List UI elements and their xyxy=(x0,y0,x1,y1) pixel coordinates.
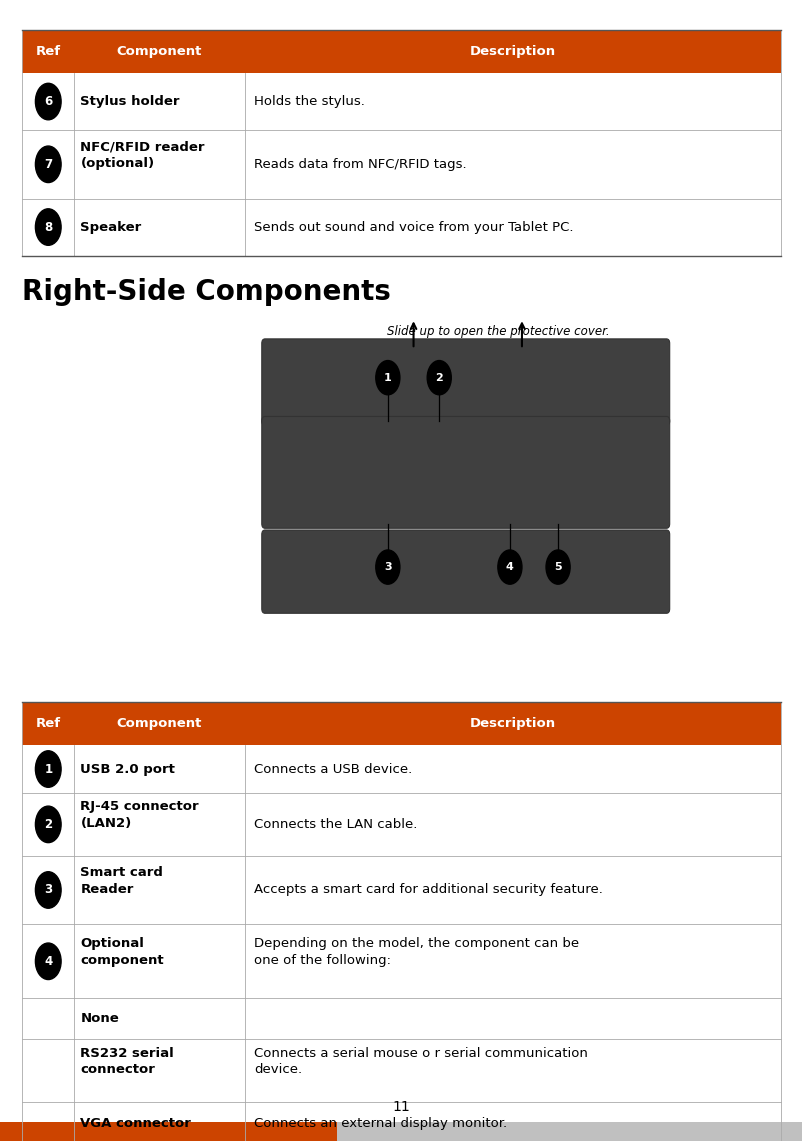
Text: RJ-45 connector
(LAN2): RJ-45 connector (LAN2) xyxy=(80,801,199,830)
Text: 1: 1 xyxy=(383,373,391,382)
Bar xyxy=(0,1122,337,1141)
Text: Stylus holder: Stylus holder xyxy=(80,95,180,108)
Circle shape xyxy=(35,872,61,908)
Text: RS232 serial
connector: RS232 serial connector xyxy=(80,1047,174,1076)
Text: 8: 8 xyxy=(44,220,52,234)
Circle shape xyxy=(35,751,61,787)
Bar xyxy=(22,793,780,856)
Text: Holds the stylus.: Holds the stylus. xyxy=(254,95,365,108)
Text: Description: Description xyxy=(469,44,555,58)
Text: Connects a USB device.: Connects a USB device. xyxy=(254,762,412,776)
Text: 4: 4 xyxy=(44,955,52,968)
Text: 3: 3 xyxy=(383,563,391,572)
Text: Ref: Ref xyxy=(35,44,61,58)
Bar xyxy=(22,998,780,1039)
Text: Connects the LAN cable.: Connects the LAN cable. xyxy=(254,818,417,831)
Text: Accepts a smart card for additional security feature.: Accepts a smart card for additional secu… xyxy=(254,883,602,897)
Text: Slide up to open the protective cover.: Slide up to open the protective cover. xyxy=(386,325,609,338)
Circle shape xyxy=(545,550,569,584)
Circle shape xyxy=(497,550,521,584)
Bar xyxy=(22,73,780,130)
Bar xyxy=(22,130,780,199)
Text: Optional
component: Optional component xyxy=(80,938,164,966)
FancyBboxPatch shape xyxy=(261,531,669,614)
Bar xyxy=(22,199,780,256)
Text: Ref: Ref xyxy=(35,717,61,730)
Text: Description: Description xyxy=(469,717,555,730)
Text: 2: 2 xyxy=(435,373,443,382)
Circle shape xyxy=(375,550,399,584)
Text: 5: 5 xyxy=(553,563,561,572)
Text: Speaker: Speaker xyxy=(80,220,141,234)
Bar xyxy=(22,856,780,924)
Bar xyxy=(22,1039,780,1102)
Text: 1: 1 xyxy=(44,762,52,776)
Bar xyxy=(22,30,780,73)
Text: Right-Side Components: Right-Side Components xyxy=(22,278,391,307)
Circle shape xyxy=(35,83,61,120)
Text: Connects an external display monitor.: Connects an external display monitor. xyxy=(254,1117,507,1131)
FancyBboxPatch shape xyxy=(261,416,669,528)
Circle shape xyxy=(35,942,61,979)
Text: Component: Component xyxy=(116,44,202,58)
Text: USB 2.0 port: USB 2.0 port xyxy=(80,762,175,776)
Circle shape xyxy=(427,361,451,395)
Text: Connects a serial mouse o r serial communication
device.: Connects a serial mouse o r serial commu… xyxy=(254,1047,587,1076)
Text: Component: Component xyxy=(116,717,202,730)
Text: Smart card
Reader: Smart card Reader xyxy=(80,866,163,896)
Circle shape xyxy=(35,806,61,842)
Bar xyxy=(22,924,780,998)
Text: 6: 6 xyxy=(44,95,52,108)
Bar xyxy=(22,1102,780,1141)
Text: 11: 11 xyxy=(392,1100,410,1114)
Text: None: None xyxy=(80,1012,119,1026)
Text: 3: 3 xyxy=(44,883,52,897)
Text: Sends out sound and voice from your Tablet PC.: Sends out sound and voice from your Tabl… xyxy=(254,220,573,234)
Bar xyxy=(337,1122,802,1141)
Text: Reads data from NFC/RFID tags.: Reads data from NFC/RFID tags. xyxy=(254,157,466,171)
Text: VGA connector: VGA connector xyxy=(80,1117,191,1131)
Circle shape xyxy=(35,146,61,183)
Text: 4: 4 xyxy=(505,563,513,572)
FancyBboxPatch shape xyxy=(261,339,669,426)
Circle shape xyxy=(375,361,399,395)
Text: Depending on the model, the component can be
one of the following:: Depending on the model, the component ca… xyxy=(254,938,578,966)
Bar xyxy=(22,745,780,793)
Bar xyxy=(22,702,780,745)
Text: 7: 7 xyxy=(44,157,52,171)
Circle shape xyxy=(35,209,61,245)
Text: NFC/RFID reader
(optional): NFC/RFID reader (optional) xyxy=(80,140,205,170)
Text: 2: 2 xyxy=(44,818,52,831)
